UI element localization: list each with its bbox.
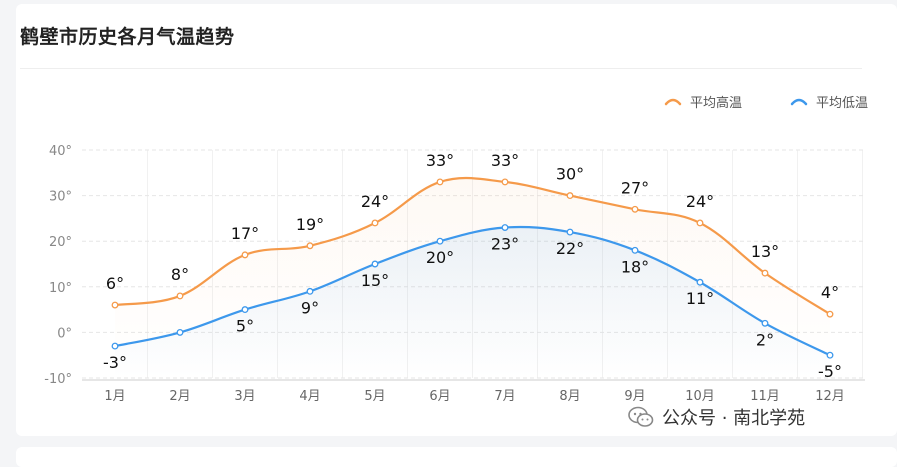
data-label-high: 4° bbox=[821, 283, 839, 302]
point-high bbox=[306, 242, 314, 250]
data-label-low: -3° bbox=[103, 353, 127, 372]
data-label-low: 15° bbox=[361, 271, 389, 290]
data-label-low: 5° bbox=[236, 317, 254, 336]
x-tick-label: 1月 bbox=[104, 389, 125, 404]
series-line-high bbox=[114, 176, 831, 316]
point-high bbox=[631, 205, 639, 213]
data-label-high: 24° bbox=[361, 192, 389, 211]
x-tick-label: 2月 bbox=[169, 389, 190, 404]
x-tick-label: 5月 bbox=[364, 389, 385, 404]
point-high bbox=[761, 269, 769, 277]
point-high bbox=[436, 178, 444, 186]
x-tick-label: 7月 bbox=[494, 389, 515, 404]
data-label-high: 13° bbox=[751, 242, 779, 261]
x-tick-label: 11月 bbox=[750, 389, 780, 404]
y-tick-label: -10° bbox=[44, 372, 72, 387]
wechat-icon bbox=[628, 406, 654, 427]
data-label-low: 11° bbox=[686, 289, 714, 308]
point-high bbox=[111, 301, 119, 309]
point-low bbox=[566, 228, 574, 236]
point-high bbox=[501, 178, 509, 186]
watermark-text: 公众号 · 南北学苑 bbox=[662, 408, 806, 429]
x-tick-label: 10月 bbox=[685, 389, 715, 404]
point-low bbox=[436, 237, 444, 245]
data-label-low: 9° bbox=[301, 298, 319, 317]
point-low bbox=[631, 246, 639, 254]
legend-item: 平均低温 bbox=[790, 96, 868, 111]
watermark: 公众号 · 南北学苑 bbox=[628, 404, 805, 430]
x-tick-label: 9月 bbox=[624, 389, 645, 404]
data-label-high: 8° bbox=[171, 265, 189, 284]
area-low bbox=[115, 226, 830, 378]
x-tick-label: 8月 bbox=[559, 389, 580, 404]
data-label-high: 17° bbox=[231, 224, 259, 243]
x-tick-label: 6月 bbox=[429, 389, 450, 404]
point-low bbox=[826, 351, 834, 359]
point-low bbox=[761, 319, 769, 327]
data-label-high: 6° bbox=[106, 274, 124, 293]
point-low bbox=[501, 224, 509, 231]
data-label-low: 20° bbox=[426, 248, 454, 267]
y-tick-label: 10° bbox=[49, 281, 72, 296]
point-high bbox=[241, 251, 249, 259]
x-tick-label: 12月 bbox=[815, 389, 845, 404]
page-title: 鹤壁市历史各月气温趋势 bbox=[20, 26, 235, 48]
point-low bbox=[306, 287, 314, 295]
legend-swatch bbox=[664, 98, 682, 106]
y-tick-label: 30° bbox=[49, 190, 72, 205]
data-label-high: 24° bbox=[686, 192, 714, 211]
data-label-low: 2° bbox=[756, 330, 774, 349]
point-high bbox=[566, 192, 574, 200]
point-low bbox=[176, 328, 184, 336]
title-divider bbox=[20, 68, 862, 69]
y-tick-label: 0° bbox=[57, 326, 72, 341]
point-low bbox=[696, 278, 704, 286]
legend-label: 平均高温 bbox=[690, 95, 742, 111]
legend-item: 平均高温 bbox=[664, 95, 742, 111]
data-label-low: 23° bbox=[491, 235, 519, 254]
y-tick-label: 40° bbox=[49, 144, 72, 159]
point-high bbox=[371, 219, 379, 227]
legend-swatch bbox=[790, 98, 808, 106]
point-high bbox=[176, 292, 184, 300]
data-label-low: -5° bbox=[818, 362, 842, 381]
point-low bbox=[241, 306, 249, 314]
data-label-low: 22° bbox=[556, 239, 584, 258]
data-label-high: 27° bbox=[621, 178, 649, 197]
point-high bbox=[826, 310, 834, 318]
data-label-high: 19° bbox=[296, 215, 324, 234]
data-label-high: 33° bbox=[426, 151, 454, 170]
point-high bbox=[696, 219, 704, 227]
point-low bbox=[111, 342, 119, 350]
data-label-high: 33° bbox=[491, 151, 519, 170]
data-label-high: 30° bbox=[556, 165, 584, 184]
series-line-low bbox=[114, 225, 831, 357]
point-low bbox=[371, 260, 379, 268]
y-tick-label: 20° bbox=[49, 235, 72, 250]
x-tick-label: 3月 bbox=[234, 389, 255, 404]
legend-label: 平均低温 bbox=[816, 96, 868, 111]
x-tick-label: 4月 bbox=[299, 389, 320, 404]
temperature-chart: 40° 30° 20° 10° 0° -10° 1月 2月 3月 4月 5月 6月 7月 8月 9月 10月 1… bbox=[44, 95, 868, 404]
data-label-low: 18° bbox=[621, 257, 649, 276]
